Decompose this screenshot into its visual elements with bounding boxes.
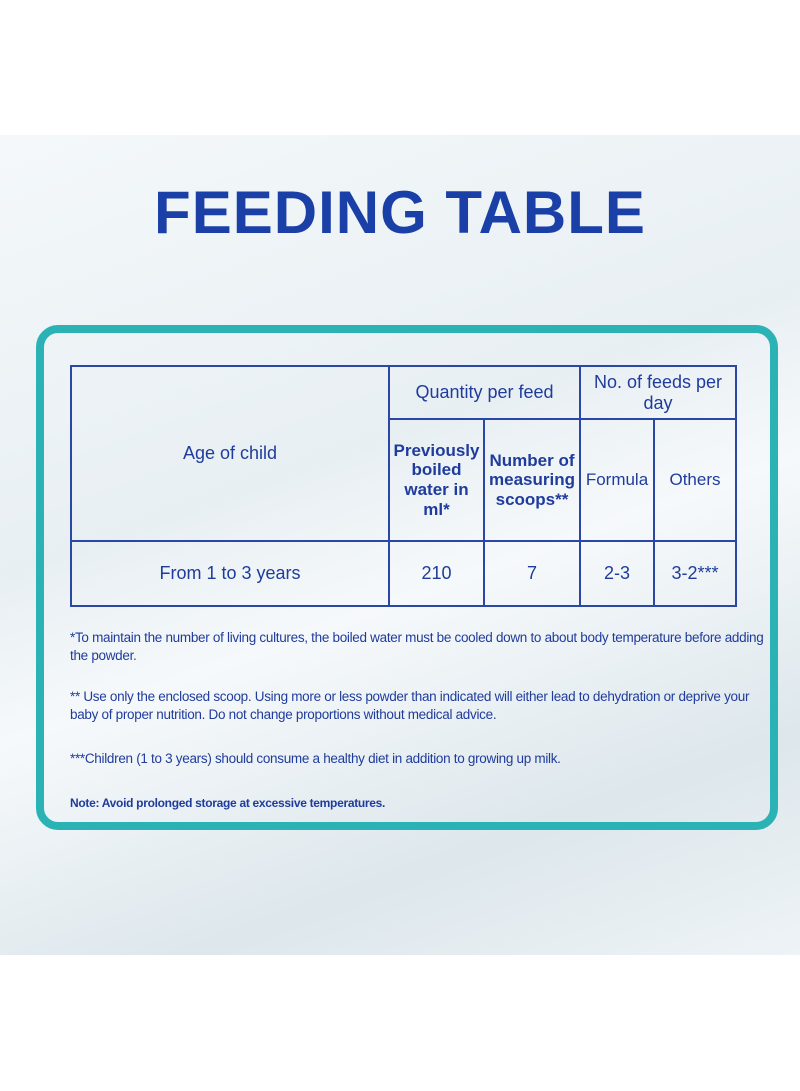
header-cell: Formula	[579, 418, 655, 542]
cell: From 1 to 3 years	[70, 540, 390, 607]
header-cell: Quantity per feed	[388, 365, 581, 420]
header-cell: Age of child	[70, 365, 390, 542]
header-cell: Number of measuring scoops**	[483, 418, 581, 542]
header-cell: Others	[653, 418, 737, 542]
header-cell: Previously boiled water in ml*	[388, 418, 485, 542]
note: *To maintain the number of living cultur…	[70, 630, 764, 663]
title: FEEDING TABLE	[154, 179, 646, 246]
cell: 3-2***	[653, 540, 737, 607]
feeding-table: Age of child Quantity per feed No. of fe…	[70, 365, 737, 607]
cell: 2-3	[579, 540, 655, 607]
note: ** Use only the enclosed scoop. Using mo…	[70, 689, 750, 722]
cell: 210	[388, 540, 485, 607]
header-cell: No. of feeds per day	[579, 365, 737, 420]
frame	[36, 325, 778, 830]
note: Note: Avoid prolonged storage at excessi…	[70, 796, 386, 810]
note: ***Children (1 to 3 years) should consum…	[70, 751, 561, 766]
cell: 7	[483, 540, 581, 607]
